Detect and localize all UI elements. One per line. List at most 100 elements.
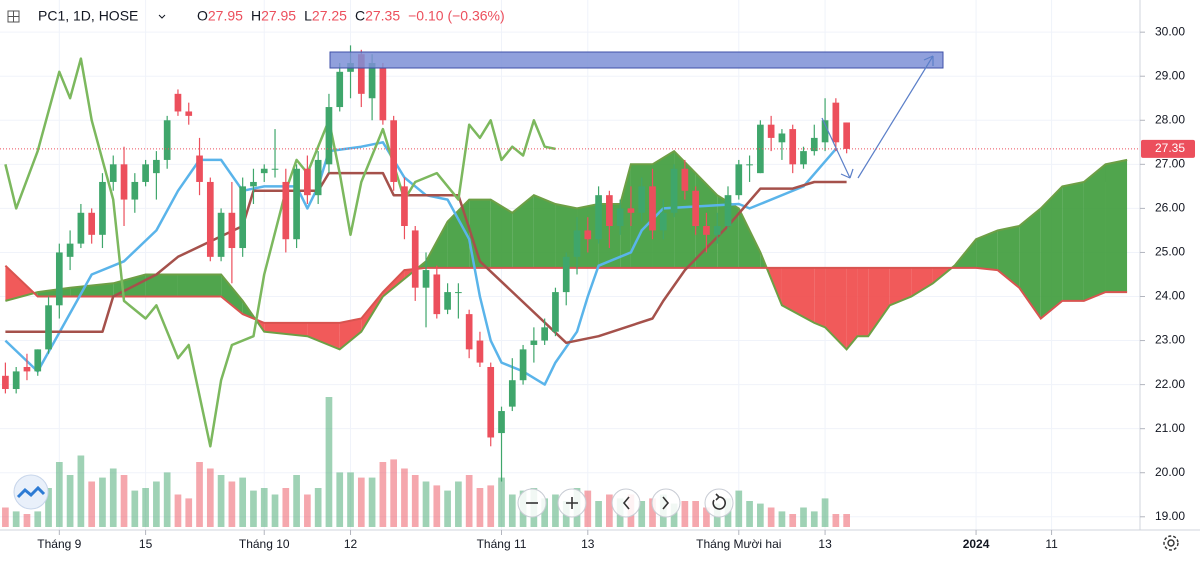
candle-body — [681, 168, 689, 191]
volume-bar — [196, 462, 203, 527]
candle-body — [325, 107, 333, 165]
arrow-head — [840, 168, 854, 179]
candle-body — [616, 208, 624, 227]
cloud-segment — [857, 267, 869, 337]
candle-body — [163, 120, 171, 160]
y-tick-label: 20.00 — [1155, 465, 1185, 479]
drawn-arrow[interactable] — [857, 55, 934, 179]
candle-body — [34, 349, 42, 372]
ohlc-value: 27.95 — [261, 8, 296, 24]
y-tick-label: 26.00 — [1155, 201, 1185, 215]
volume-bar — [508, 494, 516, 527]
drawn-arrow[interactable] — [821, 117, 851, 179]
x-tick-label: Tháng 9 — [37, 537, 81, 551]
volume-bar — [411, 475, 419, 527]
candle-body — [821, 120, 829, 143]
volume-bar — [12, 511, 20, 527]
volume-bar — [314, 488, 322, 527]
volume-bar — [810, 511, 818, 527]
cloud-segment — [825, 267, 847, 350]
candle-body — [659, 212, 667, 231]
volume-bar — [271, 494, 279, 527]
volume-bar — [66, 475, 74, 527]
candle-body — [433, 274, 441, 315]
y-tick-label: 27.00 — [1155, 157, 1185, 171]
scroll-right-button[interactable] — [651, 488, 681, 518]
cloud-segment — [1040, 186, 1063, 319]
cloud-segment — [868, 267, 890, 337]
candle-body — [508, 380, 516, 407]
reset-icon — [712, 493, 726, 510]
volume-bar — [552, 494, 559, 527]
candle-body — [487, 366, 495, 438]
control-icons — [526, 493, 726, 510]
candles — [2, 45, 850, 482]
x-tick-label: 2024 — [963, 537, 990, 551]
volume-bar — [120, 475, 128, 527]
ohlc-value: 27.25 — [312, 8, 347, 24]
volume-bar — [293, 475, 300, 527]
candle-body — [206, 181, 214, 257]
volume-bar — [88, 481, 96, 527]
candle-body — [196, 155, 203, 182]
plus-icon — [566, 497, 578, 509]
volume-bar — [379, 462, 387, 527]
volume-bar — [23, 514, 31, 527]
candle-body — [843, 122, 850, 149]
cloud-segment — [738, 208, 761, 268]
candle-body — [832, 102, 840, 143]
candle-body — [810, 137, 818, 152]
logo-circle[interactable] — [13, 474, 49, 510]
volume-bar — [99, 477, 106, 527]
volume-bar — [778, 511, 786, 527]
volume-bar — [487, 485, 495, 527]
candle-body — [562, 256, 570, 293]
y-tick-label: 19.00 — [1155, 509, 1185, 523]
volume-bar — [832, 514, 840, 527]
volume-bar — [336, 472, 344, 527]
ohlc-value: 27.35 — [365, 8, 400, 24]
candle-body — [778, 133, 786, 143]
volume-bar — [304, 494, 311, 527]
candle-body — [88, 212, 96, 235]
candle-body — [336, 71, 344, 108]
symbol[interactable]: PC1, 1D, HOSE — [38, 8, 138, 24]
candle-body — [627, 208, 635, 213]
x-tick-label: 11 — [1045, 537, 1058, 551]
volume-bar — [163, 472, 171, 527]
cloud-segment — [1105, 159, 1128, 293]
volume-bar — [789, 514, 797, 527]
zoom-controls — [517, 488, 734, 518]
volume-bar — [649, 498, 656, 527]
chevron[interactable] — [158, 14, 166, 19]
drawn-rectangle[interactable] — [329, 51, 944, 69]
candle-body — [174, 93, 182, 112]
candle-body — [142, 164, 149, 182]
gear-center — [1167, 539, 1175, 547]
candle-body — [767, 124, 775, 138]
reset-button[interactable] — [704, 488, 734, 518]
candle-body — [185, 111, 193, 116]
volume-bar — [250, 490, 257, 527]
x-tick-label: Tháng 11 — [477, 537, 527, 551]
volume-bar — [34, 511, 42, 527]
ohlc-values: O 27.95 H 27.95 L 27.25 C 27.35 −0.10 (−0.36%) — [197, 8, 505, 24]
cloud-segment — [512, 195, 534, 268]
scroll-left-button[interactable] — [611, 488, 641, 518]
volume-bar — [228, 481, 236, 527]
ohlc-key: C — [355, 8, 365, 24]
volume-bar — [433, 485, 441, 527]
candle-body — [638, 186, 646, 213]
ohlc-value: 27.95 — [208, 8, 243, 24]
volume-bar — [465, 475, 473, 527]
volume-bar — [595, 501, 602, 527]
candle-body — [390, 120, 398, 182]
candle-body — [465, 314, 473, 350]
candle-body — [304, 168, 311, 196]
volume-bar — [390, 459, 398, 527]
candle-body — [606, 195, 613, 227]
settings-icon[interactable] — [1163, 535, 1179, 551]
candle-body — [455, 292, 462, 294]
volume-bar — [821, 498, 829, 527]
